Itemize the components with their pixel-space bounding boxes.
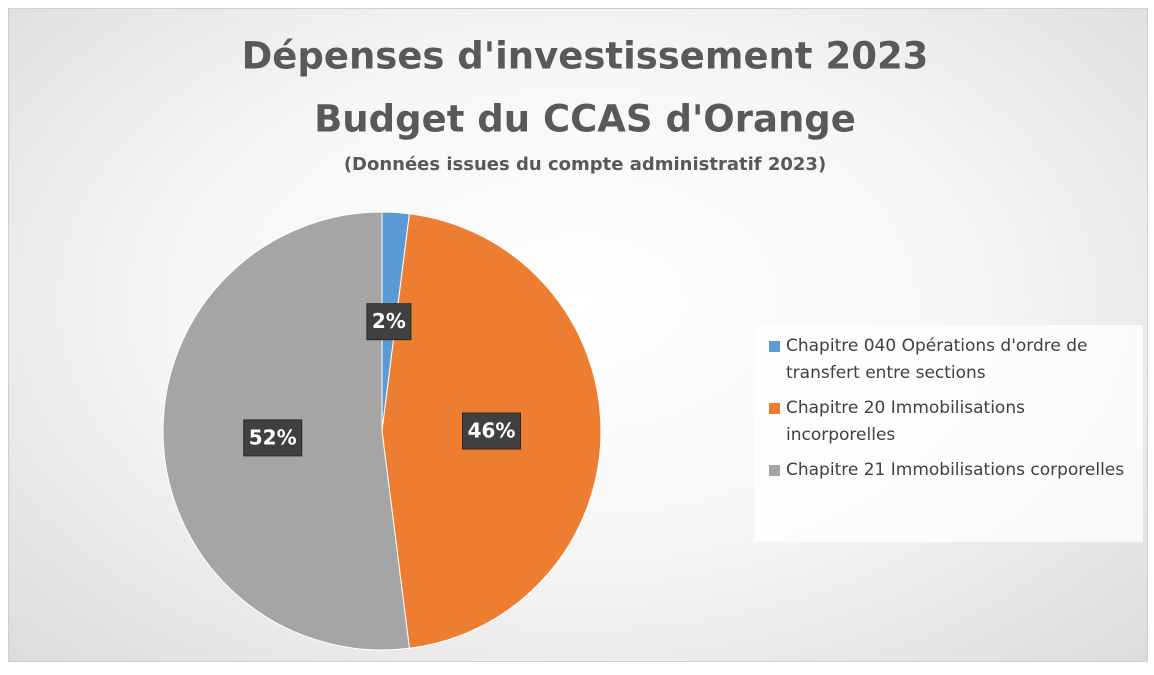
- legend-swatch: [769, 341, 780, 352]
- legend-label: Chapitre 21 Immobilisations corporelles: [786, 460, 1125, 480]
- data-label-box: [366, 303, 412, 341]
- data-label: 52%: [249, 425, 297, 449]
- data-label: 46%: [468, 419, 516, 443]
- data-label-box: [243, 419, 303, 457]
- legend-entry: Chapitre 040 Opérations d'ordre de trans…: [769, 333, 1133, 387]
- legend-entry: Chapitre 20 Immobilisations incorporelle…: [769, 395, 1133, 449]
- legend-label: Chapitre 040 Opérations d'ordre de trans…: [786, 336, 1088, 383]
- data-label: 2%: [372, 309, 406, 333]
- data-label-box: [462, 412, 521, 450]
- chart-subtitle: (Données issues du compte administratif …: [344, 154, 826, 175]
- legend-label: Chapitre 20 Immobilisations incorporelle…: [786, 398, 1025, 445]
- legend-swatch: [769, 403, 780, 414]
- chart-title: Budget du CCAS d'Orange: [314, 98, 856, 141]
- chart-title: Dépenses d'investissement 2023: [242, 35, 929, 78]
- legend-entry: Chapitre 21 Immobilisations corporelles: [769, 457, 1133, 484]
- legend-swatch: [769, 465, 780, 476]
- legend: Chapitre 040 Opérations d'ordre de trans…: [755, 325, 1143, 542]
